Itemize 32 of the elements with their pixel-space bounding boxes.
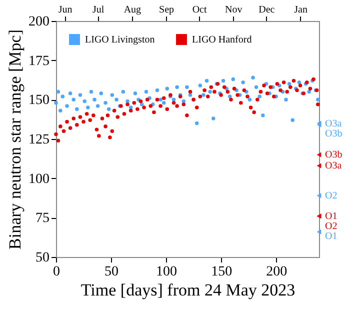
x2-tick-label: Oct [192,4,207,16]
data-label: O3a [325,118,342,130]
x-tick-label: 150 [211,264,232,280]
x2-tick-label: Dec [258,4,276,16]
x2-tick-label: Aug [124,4,142,16]
x2-tick-label: Jun [58,4,72,16]
x-axis-title: Time [days] from 24 May 2023 [80,280,296,300]
y-tick-label: 100 [28,172,50,187]
x2-tick-label: Jan [294,4,308,16]
data-label: O3b [325,128,342,140]
y-tick-label: 175 [28,54,50,69]
y-tick-label: 50 [36,250,50,266]
x-tick-label: 200 [266,264,288,280]
x2-tick-label: Sep [159,4,174,16]
y-tick-label: 150 [28,93,50,108]
data-label: O3b [325,150,342,161]
y-tick-label: 75 [36,211,50,226]
y-axis-title: Binary neutron star range [Mpc] [6,30,24,250]
y-tick-label: 125 [28,132,50,148]
legend-label: LIGO Hanford [192,34,252,46]
data-label: O1 [325,211,338,222]
data-label: O2 [325,190,338,202]
data-label: O1 [325,231,338,242]
x-tick-label: 0 [53,264,60,280]
x-tick-label: 100 [156,264,178,280]
x-tick-label: 50 [104,264,119,280]
data-label: O3a [325,160,342,172]
y-tick-label: 200 [28,14,50,30]
x2-tick-label: Jul [92,4,104,16]
legend-label: LIGO Livingston [85,34,155,46]
data-label: O2 [325,221,338,232]
x2-tick-label: Nov [225,4,242,16]
